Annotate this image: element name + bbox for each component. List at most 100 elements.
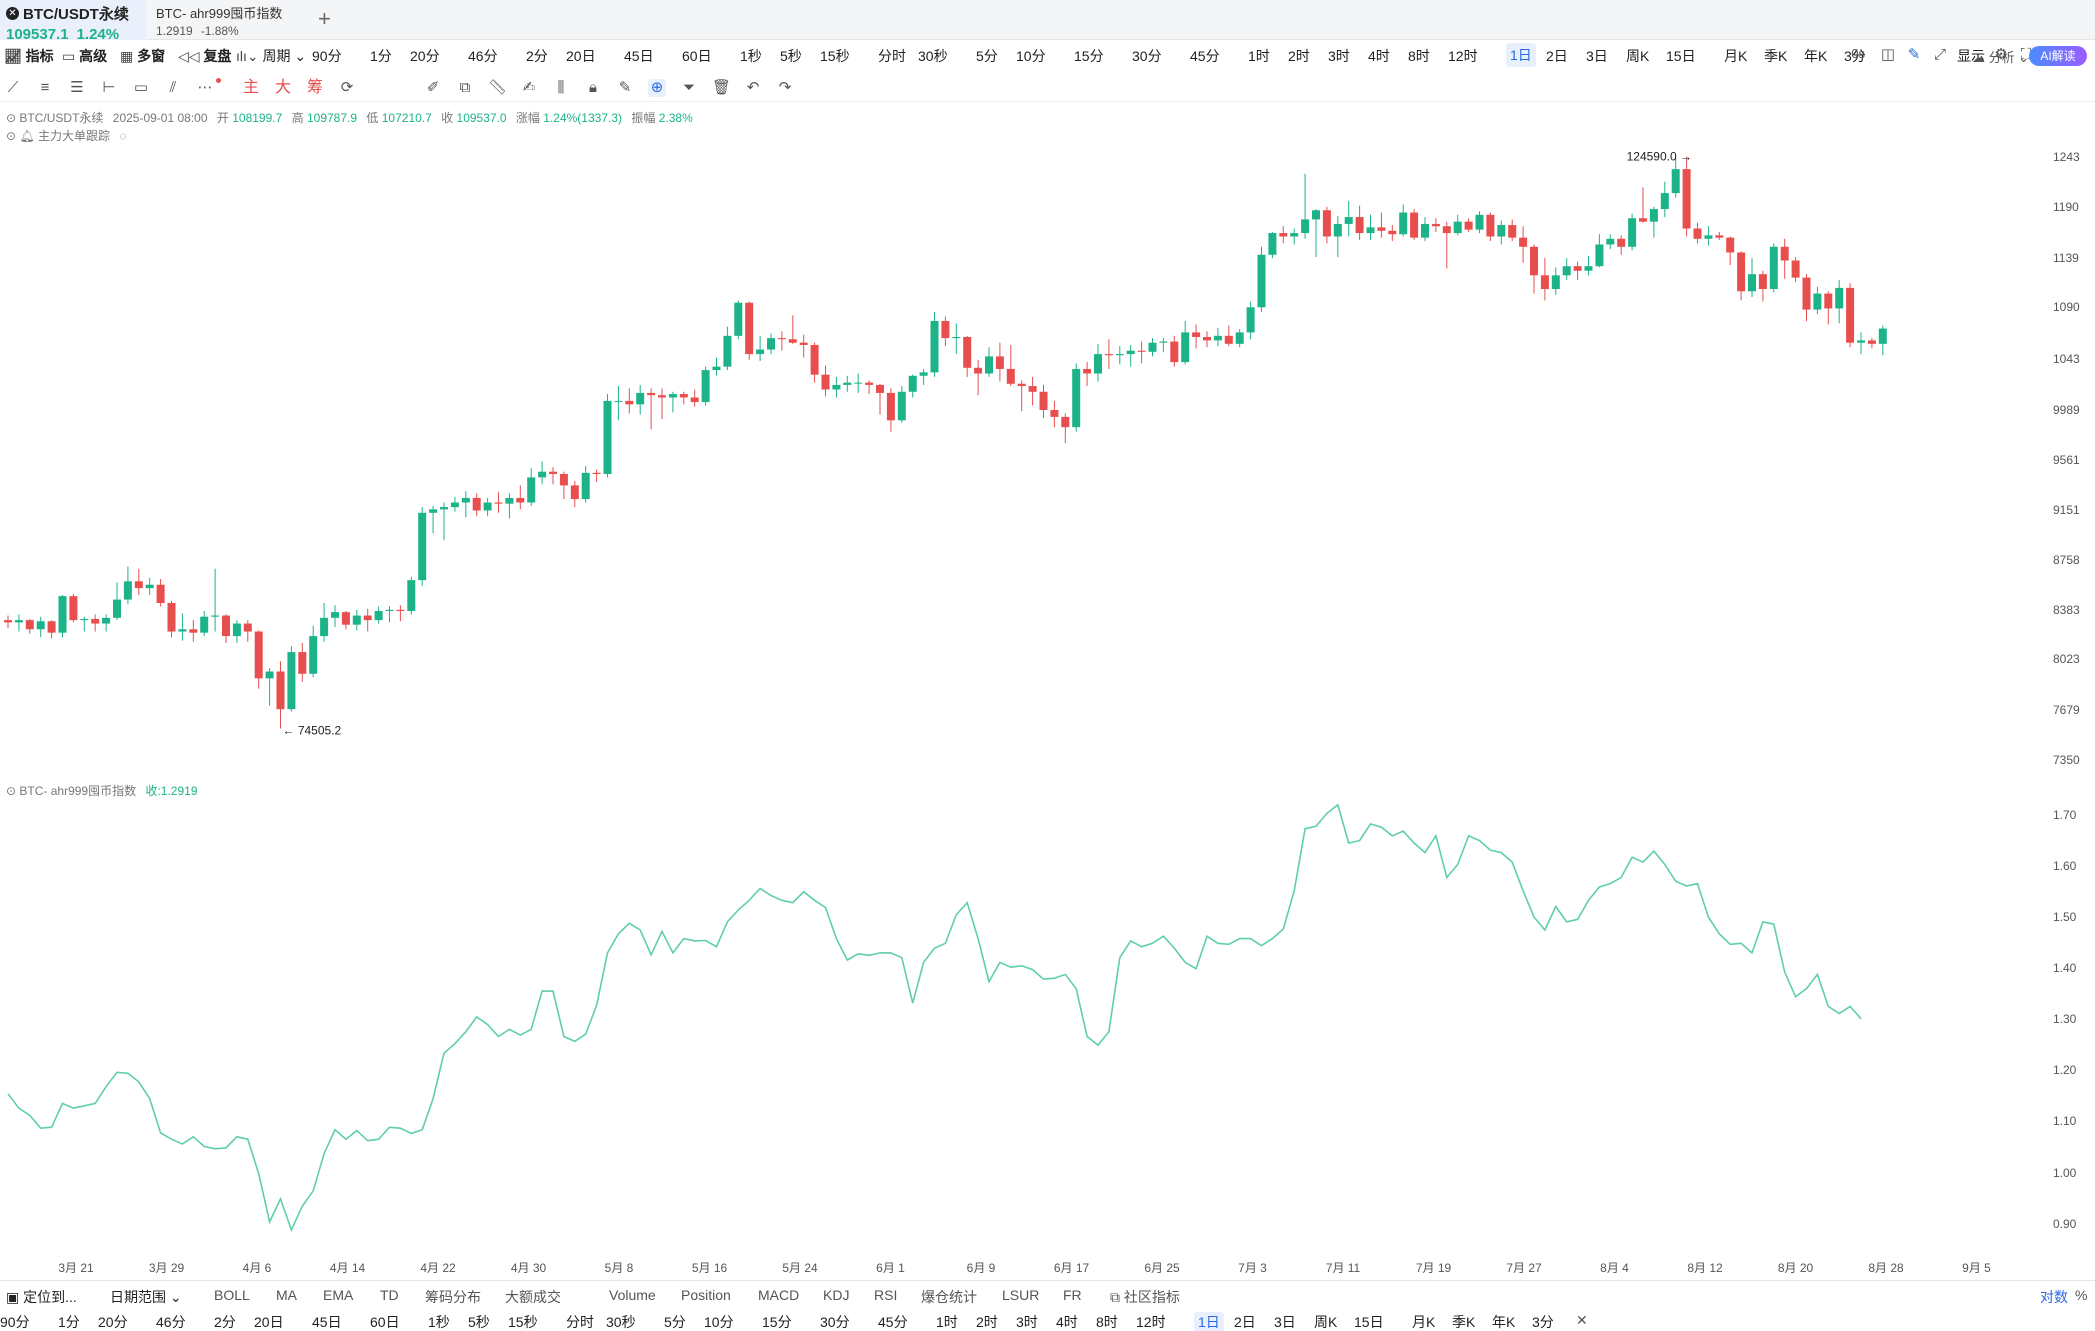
toolbar-item-20[interactable]: 15分: [1074, 46, 1104, 66]
tab-ahr999[interactable]: BTC- ahr999囤币指数 1.2919 -1.88%: [150, 0, 310, 40]
toolbar-item-34[interactable]: 月K: [1724, 46, 1747, 66]
toolbar-item-35[interactable]: 季K: [1764, 46, 1787, 66]
toolbar-item-10[interactable]: 20日: [566, 46, 596, 66]
period-item-7[interactable]: 60日: [370, 1314, 400, 1330]
toolbar-item-22[interactable]: 45分: [1190, 46, 1220, 66]
collapse-icon[interactable]: ⊙: [6, 784, 17, 798]
undo-icon[interactable]: ↶: [746, 79, 760, 96]
ahr999-line-chart[interactable]: [0, 790, 2055, 1250]
toolbar-item-23[interactable]: 1时: [1248, 46, 1270, 66]
toolbar-item-0[interactable]: 📈︎ 指标: [4, 46, 54, 66]
toolbar-item-4[interactable]: ılı⌄ 周期 ⌄: [236, 46, 306, 66]
toolbar-item-31[interactable]: 3日: [1586, 46, 1608, 66]
period-item-11[interactable]: 分时: [566, 1314, 594, 1330]
period-item-25[interactable]: 2日: [1234, 1314, 1256, 1330]
period-item-18[interactable]: 1时: [936, 1314, 958, 1330]
toolbar-item-5[interactable]: 90分: [312, 46, 342, 66]
toolbar-item-21[interactable]: 30分: [1132, 46, 1162, 66]
toolbar-item-37[interactable]: 3分: [1844, 46, 1866, 66]
toolbar-item-18[interactable]: 5分: [976, 46, 998, 66]
brush-icon[interactable]: ✐: [426, 79, 440, 96]
locate-button[interactable]: ▣ 定位到...: [6, 1287, 77, 1307]
period-item-19[interactable]: 2时: [976, 1314, 998, 1330]
cycle-icon[interactable]: ⟳: [340, 79, 354, 96]
toolbar-item-6[interactable]: 1分: [370, 46, 392, 66]
more-icon[interactable]: ⋯: [197, 79, 213, 96]
indicator-13-tab[interactable]: FR: [1063, 1287, 1082, 1303]
copy-icon[interactable]: ⧉: [459, 79, 471, 96]
lock-icon[interactable]: 🔒︎: [589, 79, 597, 96]
period-item-9[interactable]: 5秒: [468, 1314, 490, 1330]
toolbar-item-29[interactable]: 1日: [1506, 43, 1536, 67]
log-scale-toggle[interactable]: 对数: [2040, 1289, 2068, 1305]
indicator-5-tab[interactable]: 大额成交: [505, 1287, 561, 1307]
draw-icon[interactable]: ✍: [522, 79, 536, 96]
indicator-14-tab[interactable]: ⧉ 社区指标: [1110, 1287, 1180, 1307]
period-item-30[interactable]: 季K: [1452, 1314, 1476, 1330]
bars-icon[interactable]: ⫼: [557, 79, 565, 96]
period-item-6[interactable]: 45日: [312, 1314, 342, 1330]
indicator-8-tab[interactable]: MACD: [758, 1287, 799, 1303]
percent-scale-toggle[interactable]: %: [2075, 1287, 2088, 1303]
indicator-12-tab[interactable]: LSUR: [1002, 1287, 1039, 1303]
ruler-icon[interactable]: 📏︎: [488, 79, 508, 96]
period-item-31[interactable]: 年K: [1492, 1314, 1516, 1330]
period-item-4[interactable]: 2分: [214, 1314, 236, 1330]
indicator-1-button[interactable]: 大: [274, 79, 291, 96]
period-item-0[interactable]: 90分: [0, 1314, 30, 1330]
toolbar-item-12[interactable]: 60日: [682, 46, 712, 66]
toolbar-item-33[interactable]: 15日: [1666, 46, 1696, 66]
parallel-lines-icon[interactable]: ≡: [40, 79, 50, 96]
toolbar-item-32[interactable]: 周K: [1626, 46, 1649, 66]
rectangle-icon[interactable]: ▭: [133, 79, 149, 96]
collapse-icon[interactable]: ⊙: [6, 129, 17, 143]
date-range-button[interactable]: 日期范围 ⌄: [110, 1287, 182, 1307]
period-item-20[interactable]: 3时: [1016, 1314, 1038, 1330]
indicator-0-button[interactable]: 主: [242, 79, 259, 96]
period-item-8[interactable]: 1秒: [428, 1314, 450, 1330]
period-item-2[interactable]: 20分: [98, 1314, 128, 1330]
close-icon[interactable]: ✕: [1576, 1312, 1588, 1328]
magnet-icon[interactable]: ⊕: [648, 79, 666, 97]
filter-icon[interactable]: ⏷: [682, 79, 695, 96]
period-item-1[interactable]: 1分: [58, 1314, 80, 1330]
toolbar-item-16[interactable]: 分时: [878, 46, 906, 66]
toolbar-item-15[interactable]: 15秒: [820, 46, 850, 66]
expand-icon[interactable]: ⤢: [1933, 46, 1946, 63]
period-item-13[interactable]: 5分: [664, 1314, 686, 1330]
period-item-14[interactable]: 10分: [704, 1314, 734, 1330]
indicator-6-tab[interactable]: Volume: [609, 1287, 656, 1303]
tab-btc-usdt[interactable]: ✕ BTC/USDT永续 109537.1 1.24%: [0, 0, 146, 43]
period-item-32[interactable]: 3分: [1532, 1314, 1554, 1330]
ray-icon[interactable]: ⊢: [102, 79, 116, 96]
toolbar-item-8[interactable]: 46分: [468, 46, 498, 66]
period-item-22[interactable]: 8时: [1096, 1314, 1118, 1330]
trend-line-icon[interactable]: ⟋: [7, 79, 19, 96]
period-item-12[interactable]: 30秒: [606, 1314, 636, 1330]
close-icon[interactable]: ✕: [6, 7, 19, 20]
period-item-5[interactable]: 20日: [254, 1314, 284, 1330]
toolbar-item-17[interactable]: 30秒: [918, 46, 948, 66]
period-item-28[interactable]: 15日: [1354, 1314, 1384, 1330]
pitchfork-icon[interactable]: ⫽: [169, 79, 177, 96]
pen-icon[interactable]: ✎: [1907, 46, 1921, 63]
ai-explain-button[interactable]: AI解读: [2029, 46, 2087, 66]
toolbar-item-11[interactable]: 45日: [624, 46, 654, 66]
toolbar-item-25[interactable]: 3时: [1328, 46, 1350, 66]
edit-icon[interactable]: ✎: [618, 79, 632, 96]
collapse-icon[interactable]: ⊙: [6, 111, 17, 125]
toolbar-item-28[interactable]: 12时: [1448, 46, 1478, 66]
toolbar-item-3[interactable]: ◁◁ 复盘: [178, 46, 231, 66]
gear-icon[interactable]: ⚙: [1994, 46, 2008, 63]
toolbar-item-36[interactable]: 年K: [1804, 46, 1827, 66]
indicator-10-tab[interactable]: RSI: [874, 1287, 897, 1303]
display-button[interactable]: 显示: [1957, 48, 1985, 64]
trash-icon[interactable]: 🗑︎: [712, 79, 732, 96]
period-item-26[interactable]: 3日: [1274, 1314, 1296, 1330]
period-item-16[interactable]: 30分: [820, 1314, 850, 1330]
period-item-29[interactable]: 月K: [1412, 1314, 1436, 1330]
period-item-23[interactable]: 12时: [1136, 1314, 1166, 1330]
analysis-button[interactable]: ☁ 分析 ⌄: [1972, 47, 2029, 66]
period-item-15[interactable]: 15分: [762, 1314, 792, 1330]
toolbar-item-19[interactable]: 10分: [1016, 46, 1046, 66]
